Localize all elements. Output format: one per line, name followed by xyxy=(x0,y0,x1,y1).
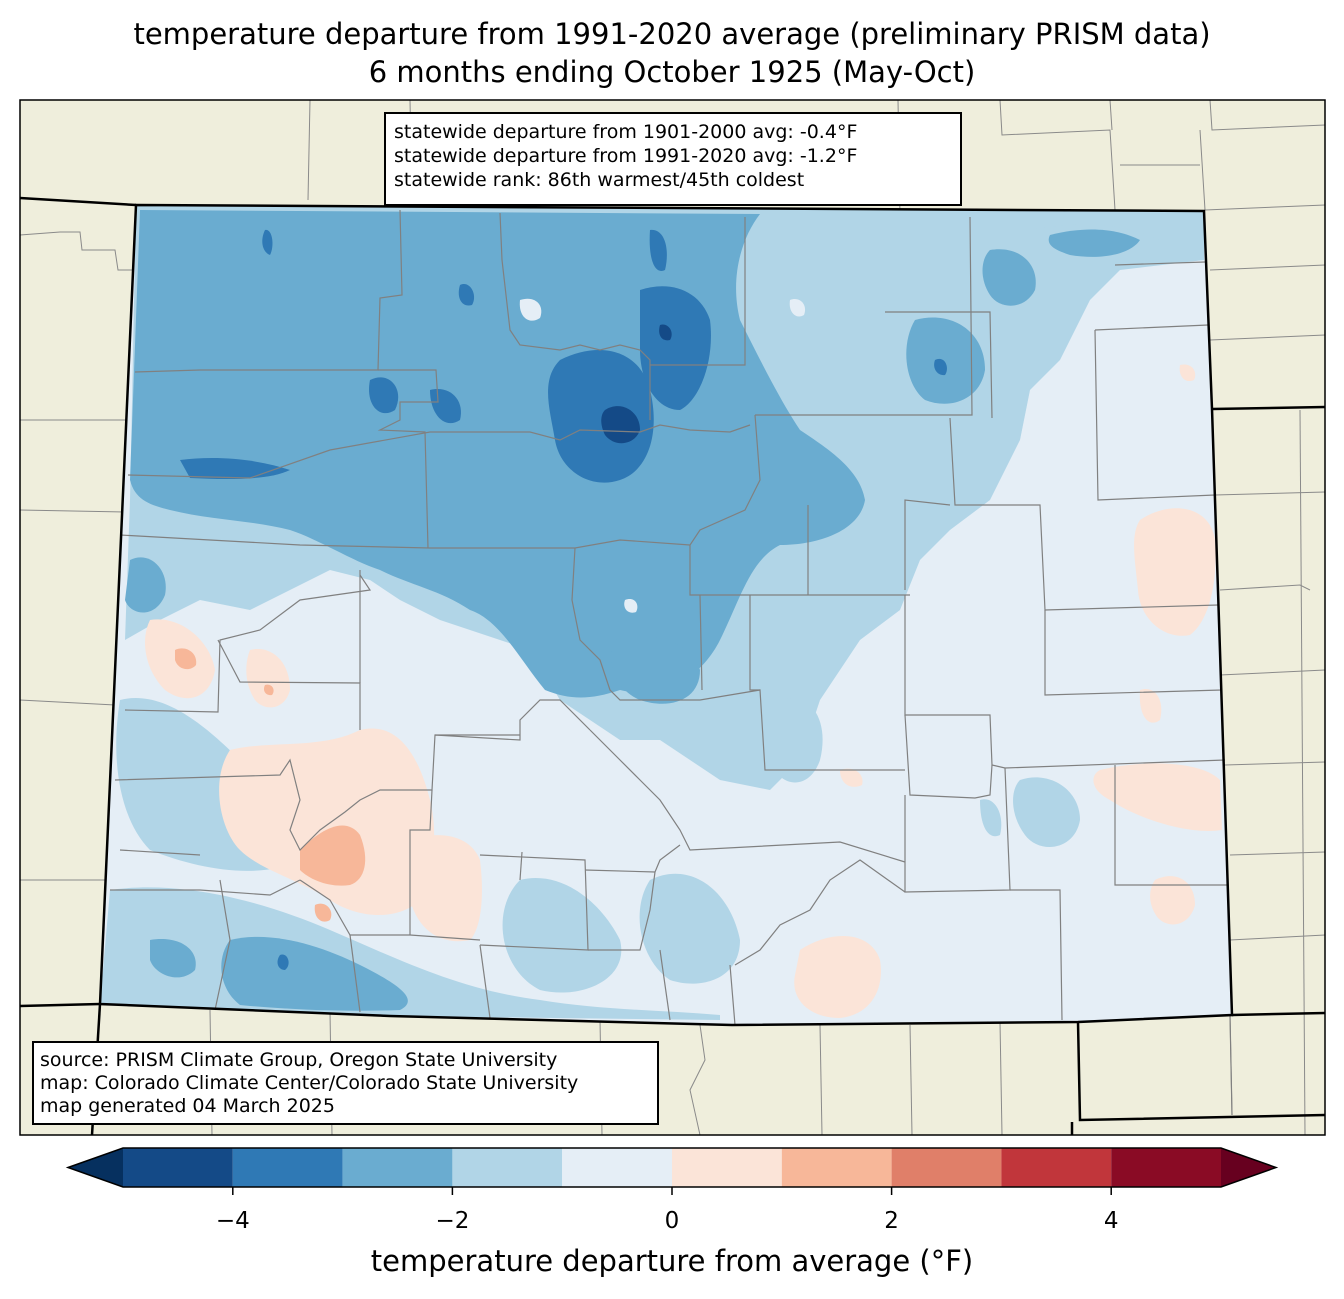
anomaly-darkest-blue xyxy=(601,324,672,444)
generated-date-line: map generated 04 March 2025 xyxy=(40,1095,335,1117)
colorbar-bin-9 xyxy=(1111,1148,1221,1187)
colorbar-tick-label: −4 xyxy=(215,1208,250,1234)
colorbar-tick-label: −2 xyxy=(435,1208,470,1234)
colorbar-bin-4 xyxy=(562,1148,672,1187)
colorbar-bin-7 xyxy=(891,1148,1002,1187)
colorbar-over-arrow xyxy=(1221,1148,1276,1187)
colorbar-bin-1 xyxy=(232,1148,343,1187)
colorbar-bin-2 xyxy=(342,1148,453,1187)
stats-departure-1901-2000: statewide departure from 1901-2000 avg: … xyxy=(394,121,858,143)
colorbar-bin-6 xyxy=(781,1148,892,1187)
source-box: source: PRISM Climate Group, Oregon Stat… xyxy=(32,1041,659,1125)
anomaly-salmon xyxy=(175,648,366,922)
colorbar-under-arrow xyxy=(68,1148,123,1187)
colorbar-tick-label: 0 xyxy=(664,1208,680,1234)
colorbar-bin-3 xyxy=(452,1148,563,1187)
map-title-line1: temperature departure from 1991-2020 ave… xyxy=(133,17,1211,51)
map-frame xyxy=(19,99,1326,1136)
anomaly-pale-specks xyxy=(519,298,806,613)
colorbar-bin-0 xyxy=(123,1148,233,1187)
stats-rank: statewide rank: 86th warmest/45th coldes… xyxy=(394,169,805,191)
colorado-county-lines xyxy=(110,209,1233,1116)
source-line: source: PRISM Climate Group, Oregon Stat… xyxy=(40,1049,558,1071)
map-credit-line: map: Colorado Climate Center/Colorado St… xyxy=(40,1072,579,1094)
colorbar-bin-5 xyxy=(672,1148,782,1187)
stats-departure-1991-2020: statewide departure from 1991-2020 avg: … xyxy=(394,145,858,167)
statewide-stats-box: statewide departure from 1901-2000 avg: … xyxy=(384,112,962,206)
map-title-line2: 6 months ending October 1925 (May-Oct) xyxy=(368,55,976,89)
colorbar-label: temperature departure from average (°F) xyxy=(370,1244,974,1278)
anomaly-light-pink xyxy=(145,364,1222,1018)
colorbar xyxy=(65,1147,1279,1195)
colorbar-outline xyxy=(65,1147,1279,1188)
state-boundaries xyxy=(19,196,1326,1136)
colorbar-tick-label: 2 xyxy=(884,1208,899,1234)
colorbar-bin-8 xyxy=(1001,1148,1112,1187)
colorbar-tick-label: 4 xyxy=(1103,1208,1119,1234)
